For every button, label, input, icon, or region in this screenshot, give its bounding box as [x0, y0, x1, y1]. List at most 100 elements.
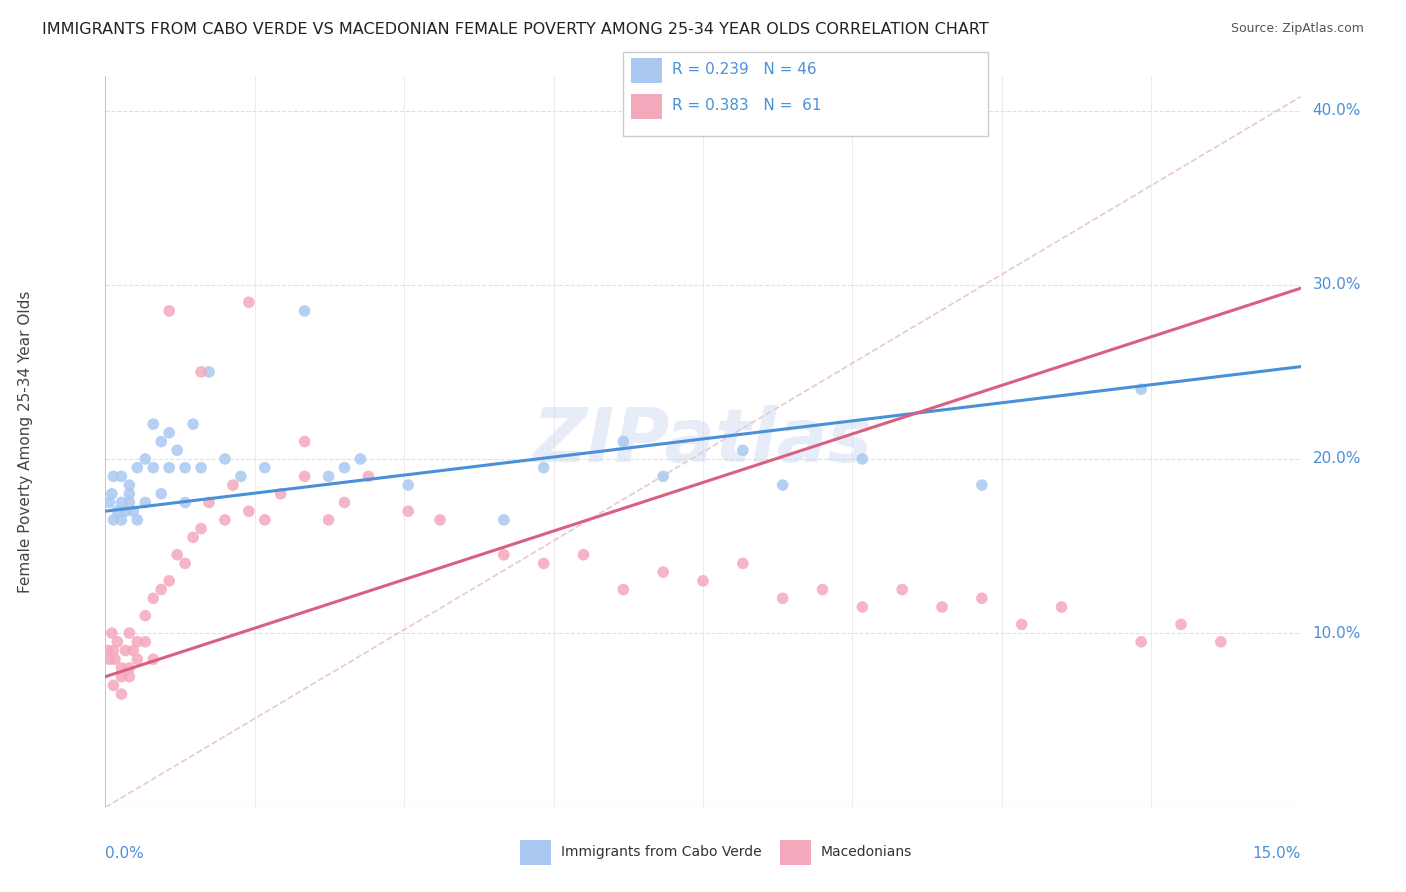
- Point: [127, 460, 149, 475]
- Point: [357, 469, 380, 483]
- Point: [692, 574, 714, 588]
- Point: [122, 504, 145, 518]
- Point: [157, 574, 180, 588]
- Point: [429, 513, 451, 527]
- Point: [222, 478, 245, 492]
- Point: [157, 460, 180, 475]
- Text: Source: ZipAtlas.com: Source: ZipAtlas.com: [1230, 22, 1364, 36]
- Point: [150, 487, 173, 501]
- Point: [333, 460, 356, 475]
- Point: [110, 469, 132, 483]
- Point: [118, 670, 141, 684]
- Point: [270, 487, 292, 501]
- Point: [253, 460, 276, 475]
- Point: [118, 661, 141, 675]
- Point: [107, 635, 129, 649]
- Point: [294, 304, 316, 318]
- Text: 30.0%: 30.0%: [1313, 277, 1361, 293]
- Point: [214, 452, 236, 467]
- Point: [294, 434, 316, 449]
- Point: [174, 495, 197, 509]
- Point: [118, 478, 141, 492]
- Text: 0.0%: 0.0%: [105, 846, 145, 861]
- Point: [772, 478, 794, 492]
- Point: [104, 652, 127, 666]
- Point: [533, 557, 555, 571]
- Point: [1130, 635, 1153, 649]
- Point: [652, 565, 675, 579]
- Text: ZIPatlas: ZIPatlas: [533, 405, 873, 478]
- Point: [229, 469, 252, 483]
- Point: [118, 487, 141, 501]
- Point: [811, 582, 834, 597]
- Text: 10.0%: 10.0%: [1313, 625, 1361, 640]
- Point: [1170, 617, 1192, 632]
- Point: [333, 495, 356, 509]
- Point: [396, 504, 419, 518]
- Point: [110, 513, 132, 527]
- Point: [127, 635, 149, 649]
- Text: Immigrants from Cabo Verde: Immigrants from Cabo Verde: [561, 845, 762, 859]
- Point: [114, 643, 136, 657]
- Point: [181, 417, 204, 431]
- Point: [110, 687, 132, 701]
- Text: 15.0%: 15.0%: [1253, 846, 1301, 861]
- Point: [181, 530, 204, 544]
- Point: [134, 608, 156, 623]
- Text: R = 0.239   N = 46: R = 0.239 N = 46: [672, 62, 817, 77]
- Point: [142, 591, 165, 606]
- Point: [150, 434, 173, 449]
- Point: [731, 443, 754, 458]
- Point: [103, 513, 125, 527]
- Text: 20.0%: 20.0%: [1313, 451, 1361, 467]
- Point: [1050, 599, 1073, 614]
- Text: R = 0.383   N =  61: R = 0.383 N = 61: [672, 98, 821, 112]
- Point: [157, 425, 180, 440]
- Point: [190, 522, 212, 536]
- Point: [166, 443, 188, 458]
- Point: [1011, 617, 1033, 632]
- Point: [253, 513, 276, 527]
- Point: [349, 452, 371, 467]
- Point: [772, 591, 794, 606]
- Point: [533, 460, 555, 475]
- Point: [1209, 635, 1232, 649]
- Point: [174, 557, 197, 571]
- Text: IMMIGRANTS FROM CABO VERDE VS MACEDONIAN FEMALE POVERTY AMONG 25-34 YEAR OLDS CO: IMMIGRANTS FROM CABO VERDE VS MACEDONIAN…: [42, 22, 988, 37]
- Text: 40.0%: 40.0%: [1313, 103, 1361, 118]
- Point: [492, 513, 515, 527]
- Point: [238, 504, 260, 518]
- Point: [98, 495, 121, 509]
- Point: [134, 495, 156, 509]
- Point: [931, 599, 953, 614]
- Point: [851, 599, 873, 614]
- Point: [97, 643, 120, 657]
- Point: [110, 495, 132, 509]
- Point: [103, 643, 125, 657]
- Point: [166, 548, 188, 562]
- Point: [142, 417, 165, 431]
- Point: [103, 469, 125, 483]
- Point: [214, 513, 236, 527]
- Point: [110, 670, 132, 684]
- Point: [101, 487, 124, 501]
- Point: [318, 469, 340, 483]
- Point: [122, 643, 145, 657]
- Point: [190, 365, 212, 379]
- Point: [142, 460, 165, 475]
- Text: Female Poverty Among 25-34 Year Olds: Female Poverty Among 25-34 Year Olds: [18, 291, 34, 592]
- Point: [851, 452, 873, 467]
- Point: [174, 460, 197, 475]
- Point: [492, 548, 515, 562]
- Point: [142, 652, 165, 666]
- Point: [198, 365, 221, 379]
- Point: [127, 652, 149, 666]
- Point: [134, 635, 156, 649]
- Point: [891, 582, 914, 597]
- Point: [294, 469, 316, 483]
- Text: Macedonians: Macedonians: [821, 845, 912, 859]
- Point: [101, 626, 124, 640]
- Point: [110, 661, 132, 675]
- Point: [238, 295, 260, 310]
- Point: [318, 513, 340, 527]
